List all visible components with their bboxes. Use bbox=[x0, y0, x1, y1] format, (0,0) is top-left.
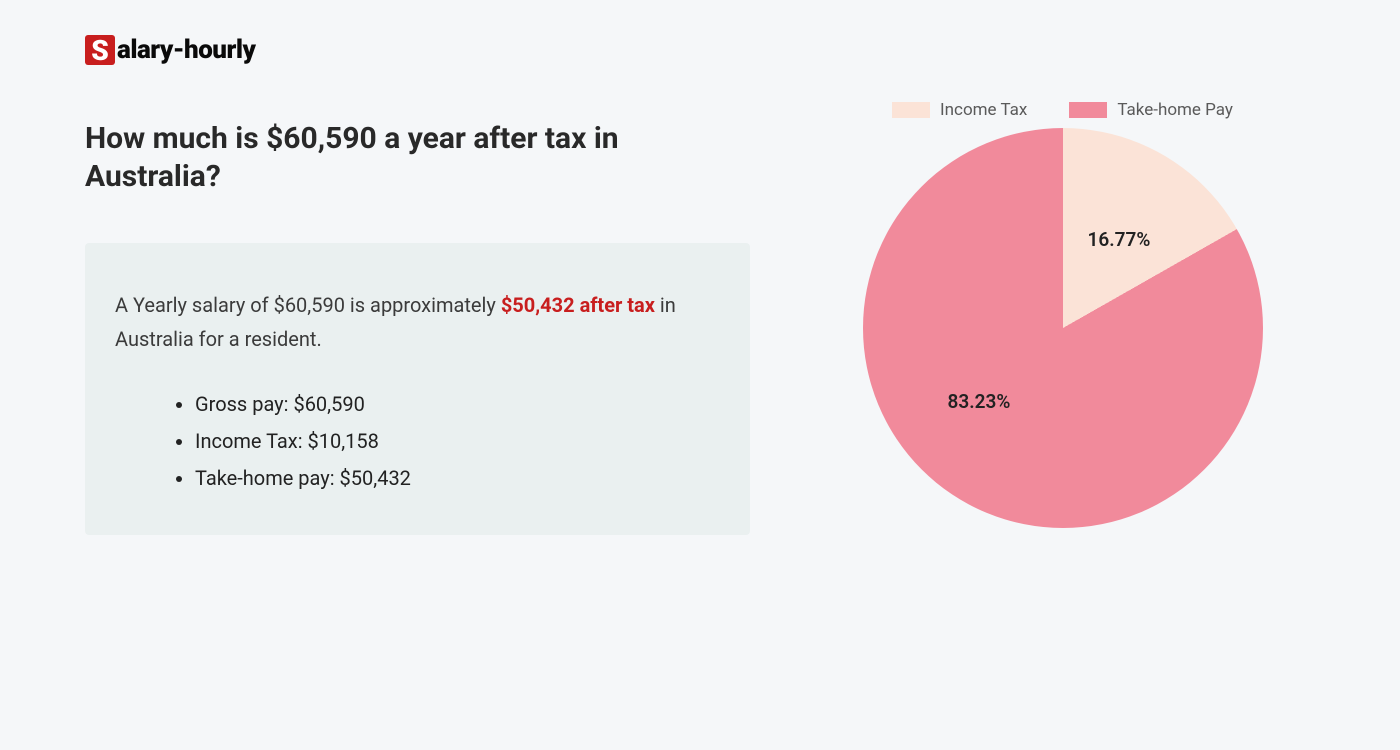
summary-highlight: $50,432 after tax bbox=[501, 293, 655, 317]
legend-label: Take-home Pay bbox=[1117, 100, 1233, 120]
list-item: Gross pay: $60,590 bbox=[195, 386, 720, 423]
summary-box: A Yearly salary of $60,590 is approximat… bbox=[85, 243, 750, 535]
summary-sentence: A Yearly salary of $60,590 is approximat… bbox=[115, 288, 720, 356]
list-item: Take-home pay: $50,432 bbox=[195, 460, 720, 497]
legend-swatch bbox=[892, 102, 930, 118]
slice-label-income-tax: 16.77% bbox=[1088, 228, 1151, 251]
legend-label: Income Tax bbox=[940, 100, 1027, 120]
list-item: Income Tax: $10,158 bbox=[195, 423, 720, 460]
site-logo: S alary-hourly bbox=[85, 35, 750, 65]
page-title: How much is $60,590 a year after tax in … bbox=[85, 120, 750, 195]
legend-item-take-home: Take-home Pay bbox=[1069, 100, 1233, 120]
logo-badge: S bbox=[85, 35, 115, 65]
logo-text: alary-hourly bbox=[117, 35, 255, 65]
pie-disc bbox=[863, 128, 1263, 528]
summary-prefix: A Yearly salary of $60,590 is approximat… bbox=[115, 293, 501, 317]
pie-chart: 16.77% 83.23% bbox=[863, 128, 1263, 528]
slice-label-take-home: 83.23% bbox=[948, 390, 1011, 413]
legend-swatch bbox=[1069, 102, 1107, 118]
chart-legend: Income Tax Take-home Pay bbox=[810, 100, 1315, 120]
legend-item-income-tax: Income Tax bbox=[892, 100, 1027, 120]
summary-list: Gross pay: $60,590 Income Tax: $10,158 T… bbox=[115, 386, 720, 497]
